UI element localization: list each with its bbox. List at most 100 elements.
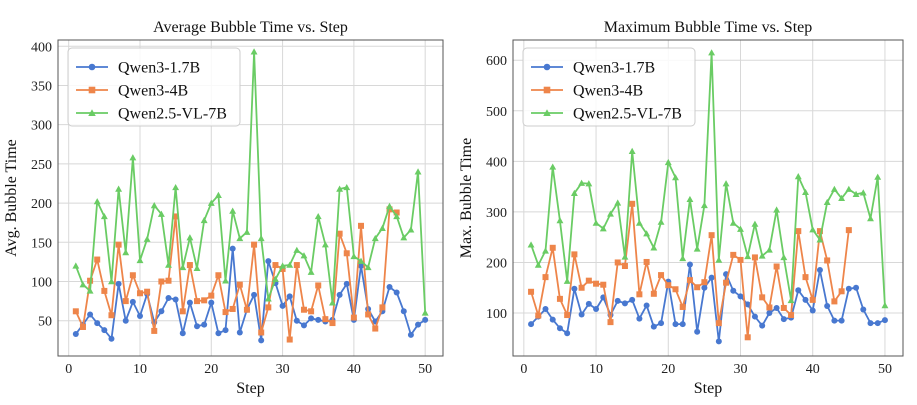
legend-entry: Qwen2.5-VL-7B [531, 106, 682, 123]
legend: Qwen3-1.7B Qwen3-4B Qwen2.5-VL-7B [67, 47, 241, 127]
data-point [556, 217, 564, 224]
data-point [143, 235, 151, 242]
data-point [794, 173, 802, 180]
y-tick-label: 300 [486, 206, 507, 221]
data-point [658, 272, 665, 279]
data-point [759, 294, 766, 301]
data-point [679, 321, 686, 328]
data-point [694, 328, 701, 335]
data-point [300, 252, 308, 259]
data-point [527, 241, 535, 248]
data-point [686, 195, 694, 203]
x-tick-label: 10 [589, 362, 603, 377]
data-point [802, 296, 809, 303]
data-point [751, 313, 758, 320]
data-point [730, 287, 737, 294]
data-point [795, 287, 802, 294]
data-point [101, 287, 108, 294]
data-point [528, 288, 535, 295]
data-point [215, 272, 222, 279]
data-point [315, 316, 322, 323]
legend-entry: Qwen2.5-VL-7B [76, 106, 227, 123]
y-tick-label: 350 [31, 79, 52, 94]
data-point [358, 222, 365, 229]
data-point [658, 320, 665, 327]
data-point [831, 298, 838, 305]
data-point [94, 256, 101, 263]
data-point [708, 274, 715, 281]
data-point [186, 299, 193, 306]
data-point [636, 291, 643, 298]
data-point [564, 330, 571, 337]
series-qwen3-1-7b [528, 261, 888, 345]
data-point [265, 258, 272, 265]
data-point [621, 253, 629, 260]
data-point [765, 246, 773, 253]
data-point [79, 323, 86, 330]
series-qwen2-5-vl-7b [72, 48, 429, 316]
data-point [780, 316, 787, 323]
data-point [607, 210, 614, 217]
data-point [838, 288, 845, 295]
legend-box [67, 47, 241, 127]
data-point [593, 305, 600, 312]
data-point [744, 334, 751, 341]
legend-marker [543, 109, 551, 117]
data-point [158, 308, 165, 315]
data-point [614, 199, 622, 206]
data-point [629, 200, 636, 207]
data-point [343, 250, 350, 257]
data-point [809, 296, 816, 303]
data-point [236, 281, 243, 288]
data-point [780, 253, 788, 261]
legend: Qwen3-1.7B Qwen3-4B Qwen2.5-VL-7B [522, 47, 696, 127]
data-point [802, 188, 809, 195]
data-point [621, 300, 628, 307]
legend-label: Qwen3-1.7B [118, 60, 200, 77]
data-point [186, 234, 194, 241]
data-point [264, 295, 272, 302]
y-tick-label: 400 [31, 40, 52, 55]
data-point [534, 261, 542, 268]
data-point [172, 296, 179, 303]
data-point [150, 201, 158, 209]
data-point [165, 277, 172, 284]
data-point [700, 201, 708, 209]
data-point [823, 198, 831, 206]
data-point [129, 154, 137, 161]
legend-label: Qwen3-4B [118, 83, 188, 100]
data-point [100, 212, 108, 220]
chart-title: Maximum Bubble Time vs. Step [604, 19, 812, 36]
data-point [643, 230, 651, 237]
data-point [293, 262, 300, 269]
data-point [136, 256, 144, 264]
y-tick-label: 600 [486, 54, 507, 69]
data-point [578, 284, 585, 291]
data-point [600, 281, 607, 288]
data-point [229, 245, 236, 252]
data-point [336, 185, 344, 192]
data-point [672, 174, 679, 181]
chart-title: Average Bubble Time vs. Step [153, 19, 348, 36]
data-point [194, 323, 201, 330]
data-point [207, 199, 215, 206]
data-point [358, 262, 365, 269]
data-point [265, 304, 272, 311]
data-point [831, 317, 838, 324]
data-point [322, 316, 329, 323]
data-point [129, 272, 136, 279]
data-point [350, 252, 358, 260]
data-point [549, 163, 557, 170]
data-point [701, 279, 708, 286]
data-point [157, 210, 165, 217]
data-point [300, 306, 307, 313]
data-point [766, 304, 773, 311]
data-point [214, 191, 222, 199]
data-point [257, 234, 265, 242]
data-point [571, 285, 578, 292]
data-point [122, 298, 129, 305]
series-line [74, 208, 398, 341]
data-point [272, 275, 279, 282]
data-point [802, 274, 809, 281]
